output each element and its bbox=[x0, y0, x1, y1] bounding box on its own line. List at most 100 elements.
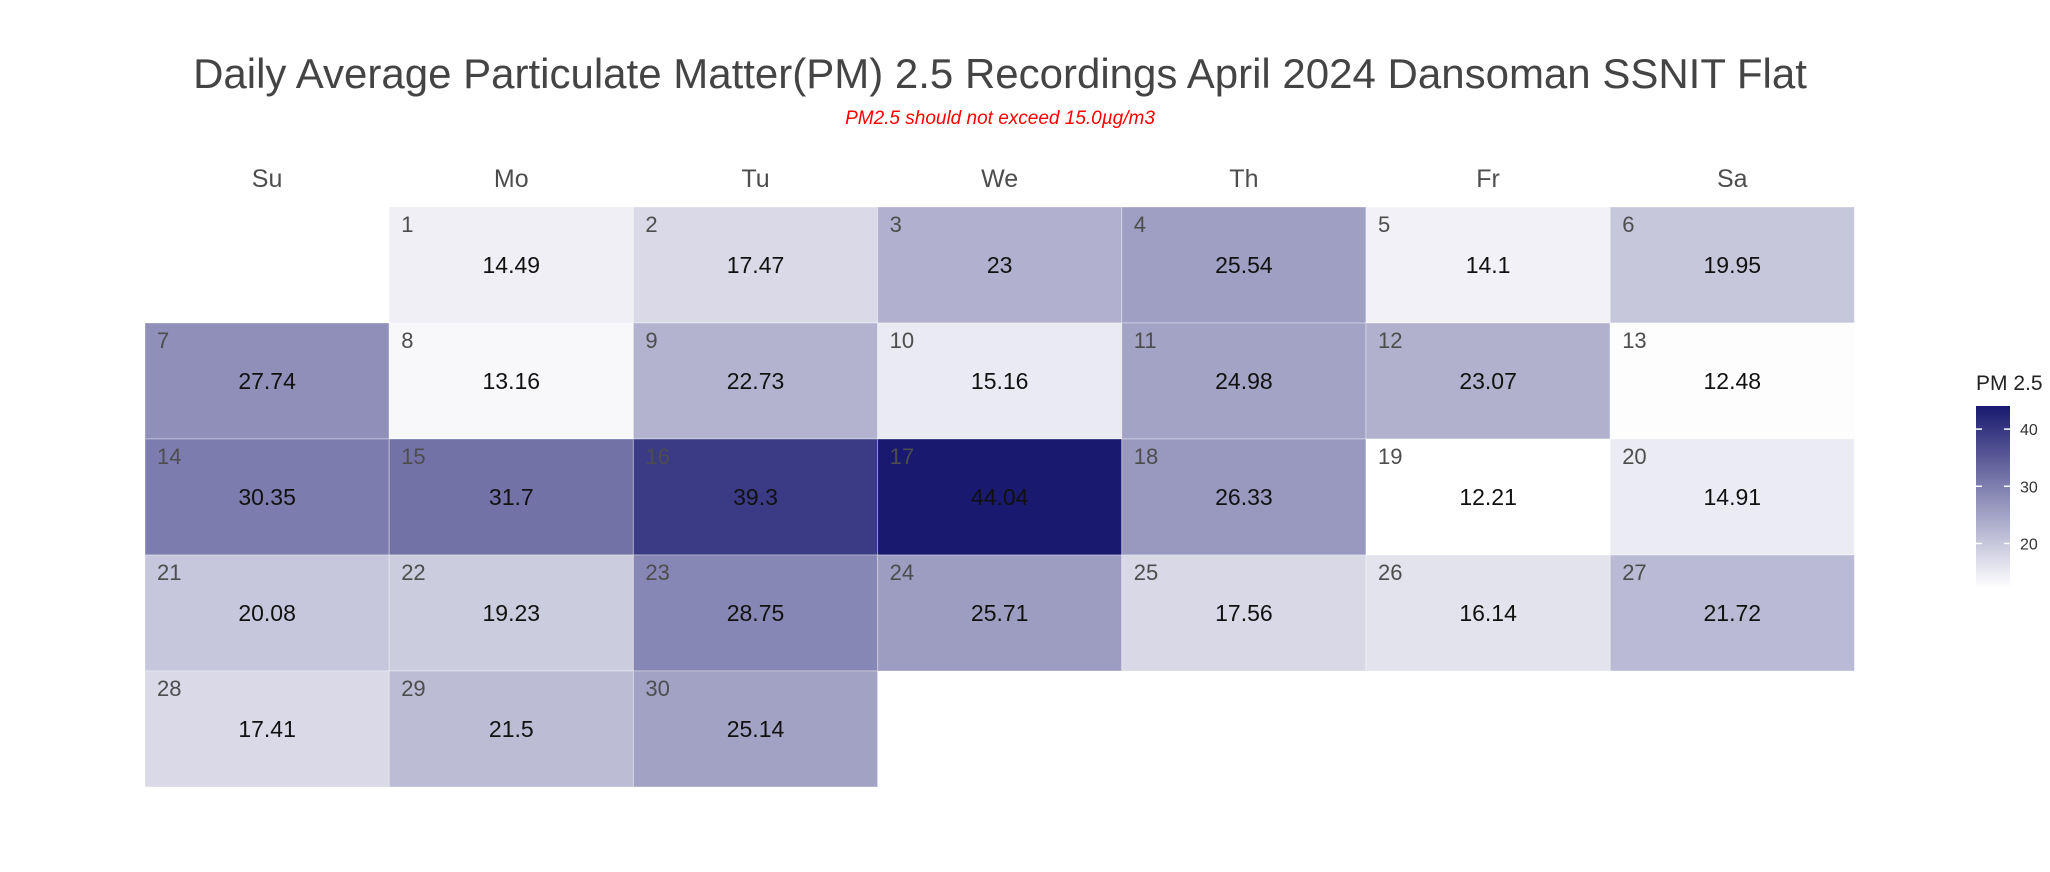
day-tile bbox=[1365, 206, 1611, 324]
pm25-value-label: 39.3 bbox=[733, 484, 778, 510]
calendar-day-cell: 28 17.41 bbox=[144, 670, 390, 788]
pm25-value-label: 12.48 bbox=[1704, 368, 1762, 394]
calendar-day-cell: 18 26.33 bbox=[1121, 438, 1367, 556]
pm25-value-label: 30.35 bbox=[238, 484, 296, 510]
calendar-day-cell: 27 21.72 bbox=[1609, 554, 1855, 672]
day-number: 6 bbox=[1622, 212, 1634, 237]
day-number: 22 bbox=[401, 560, 425, 585]
day-tile bbox=[388, 206, 634, 324]
day-tile bbox=[1121, 438, 1367, 556]
day-number: 10 bbox=[890, 328, 914, 353]
legend-tick-label: 40 bbox=[2020, 422, 2038, 439]
calendar-day-cell: 15 31.7 bbox=[388, 438, 634, 556]
day-number: 2 bbox=[645, 212, 657, 237]
legend-title: PM 2.5 bbox=[1976, 372, 2043, 395]
calendar-day-cell: 10 15.16 bbox=[877, 322, 1123, 440]
day-tile bbox=[1121, 554, 1367, 672]
day-tile bbox=[144, 322, 390, 440]
color-legend: PM 2.5 20 30 40 bbox=[1976, 372, 2043, 588]
day-tile bbox=[388, 438, 634, 556]
legend-color-bar bbox=[1976, 406, 2010, 588]
calendar-day-cell: 17 44.04 bbox=[877, 438, 1123, 556]
day-number: 13 bbox=[1622, 328, 1646, 353]
day-number: 5 bbox=[1378, 212, 1390, 237]
day-number: 26 bbox=[1378, 560, 1402, 585]
pm25-value-label: 14.49 bbox=[483, 252, 541, 278]
day-tile bbox=[388, 670, 634, 788]
pm25-value-label: 25.14 bbox=[727, 716, 785, 742]
calendar-day-cell: 813.16 bbox=[388, 322, 634, 440]
pm25-value-label: 21.5 bbox=[489, 716, 534, 742]
pm25-value-label: 24.98 bbox=[1215, 368, 1273, 394]
calendar-day-cell: 3 23 bbox=[877, 206, 1123, 324]
pm25-value-label: 16.14 bbox=[1459, 600, 1517, 626]
weekday-label: Su bbox=[252, 165, 283, 193]
day-number: 11 bbox=[1134, 328, 1157, 353]
day-tile bbox=[388, 554, 634, 672]
day-tile bbox=[632, 438, 879, 556]
calendar-day-cell: 30 25.14 bbox=[632, 670, 879, 788]
calendar-day-cell: 22 19.23 bbox=[388, 554, 634, 672]
weekday-label: Th bbox=[1229, 165, 1258, 193]
chart-subtitle: PM2.5 should not exceed 15.0µg/m3 bbox=[845, 108, 1155, 129]
pm25-value-label: 17.56 bbox=[1215, 600, 1273, 626]
day-number: 18 bbox=[1134, 444, 1158, 469]
pm25-value-label: 44.04 bbox=[971, 484, 1029, 510]
pm25-value-label: 19.23 bbox=[483, 600, 541, 626]
pm25-value-label: 25.71 bbox=[971, 600, 1029, 626]
day-number: 1 bbox=[401, 212, 413, 237]
weekday-label: Fr bbox=[1476, 165, 1500, 193]
day-number: 29 bbox=[401, 676, 425, 701]
pm25-value-label: 23.07 bbox=[1459, 368, 1517, 394]
day-number: 27 bbox=[1622, 560, 1646, 585]
pm25-value-label: 21.72 bbox=[1704, 600, 1762, 626]
day-number: 8 bbox=[401, 328, 413, 353]
pm25-value-label: 28.75 bbox=[727, 600, 785, 626]
pm25-value-label: 25.54 bbox=[1215, 252, 1273, 278]
pm25-value-label: 17.41 bbox=[238, 716, 296, 742]
calendar-day-cell: 217.47 bbox=[632, 206, 879, 324]
day-number: 12 bbox=[1378, 328, 1402, 353]
pm25-value-label: 23 bbox=[987, 252, 1013, 278]
calendar-day-cell: 727.74 bbox=[144, 322, 390, 440]
day-tile bbox=[1365, 322, 1611, 440]
calendar-day-cell: 16 39.3 bbox=[632, 438, 879, 556]
day-number: 19 bbox=[1378, 444, 1402, 469]
day-tile bbox=[388, 322, 634, 440]
pm25-value-label: 13.16 bbox=[483, 368, 541, 394]
day-tile bbox=[1365, 438, 1611, 556]
day-tile bbox=[877, 322, 1123, 440]
calendar-day-cell: 619.95 bbox=[1609, 206, 1855, 324]
day-tile bbox=[632, 554, 879, 672]
day-number: 21 bbox=[157, 560, 181, 585]
day-number: 24 bbox=[890, 560, 914, 585]
pm25-value-label: 26.33 bbox=[1215, 484, 1273, 510]
calendar-day-cell: 11 24.98 bbox=[1121, 322, 1367, 440]
day-tile bbox=[1609, 206, 1855, 324]
calendar-day-cell: 23 28.75 bbox=[632, 554, 879, 672]
calendar-day-cell: 14 30.35 bbox=[144, 438, 390, 556]
day-number: 28 bbox=[157, 676, 181, 701]
day-number: 15 bbox=[401, 444, 425, 469]
pm25-value-label: 19.95 bbox=[1704, 252, 1762, 278]
weekday-labels: Su Mo Tu We Th Fr Sa bbox=[252, 165, 1748, 193]
pm25-value-label: 14.91 bbox=[1704, 484, 1762, 510]
calendar-day-cell: 25 17.56 bbox=[1121, 554, 1367, 672]
calendar-day-cell: 425.54 bbox=[1121, 206, 1367, 324]
pm25-value-label: 14.1 bbox=[1466, 252, 1511, 278]
day-tile bbox=[144, 438, 390, 556]
day-tile bbox=[1121, 206, 1367, 324]
calendar-day-cell: 19 12.21 bbox=[1365, 438, 1611, 556]
pm25-value-label: 12.21 bbox=[1459, 484, 1517, 510]
day-number: 3 bbox=[890, 212, 902, 237]
pm25-value-label: 20.08 bbox=[238, 600, 296, 626]
calendar-day-cell: 20 14.91 bbox=[1609, 438, 1855, 556]
day-tile bbox=[877, 206, 1123, 324]
calendar-day-cell: 12 23.07 bbox=[1365, 322, 1611, 440]
calendar-cells: 114.49217.47323425.54514.1619.95727.7481… bbox=[144, 206, 1855, 788]
day-number: 20 bbox=[1622, 444, 1646, 469]
legend-tick-label: 20 bbox=[2020, 536, 2038, 553]
day-number: 30 bbox=[645, 676, 669, 701]
weekday-label: Sa bbox=[1717, 165, 1748, 193]
